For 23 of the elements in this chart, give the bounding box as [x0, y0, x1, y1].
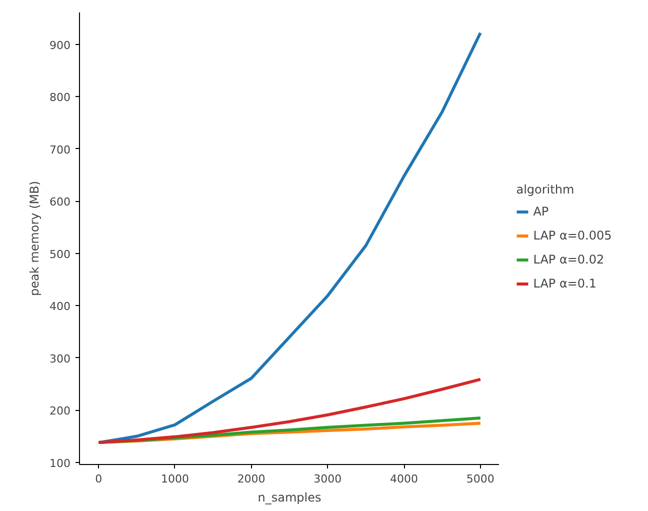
legend-label: AP [533, 204, 550, 218]
legend-title: algorithm [516, 182, 576, 196]
legend-label: LAP α=0.02 [533, 252, 604, 266]
y-tick-label: 500 [50, 248, 71, 261]
y-axis-title: peak memory (MB) [28, 180, 42, 296]
y-tick-label: 600 [50, 196, 71, 209]
x-tick-label: 3000 [314, 472, 342, 486]
x-tick-label: 2000 [237, 472, 266, 486]
x-tick-label: 1000 [160, 472, 189, 486]
x-tick-label: 0 [95, 472, 102, 486]
y-tick-label: 200 [50, 404, 71, 418]
y-tick-label: 400 [50, 300, 71, 314]
legend-label: LAP α=0.1 [533, 276, 597, 290]
x-axis-title: n_samples [258, 490, 322, 504]
y-tick-label: 300 [50, 352, 71, 366]
line-series [97, 378, 482, 444]
x-tick-label: 4000 [390, 472, 418, 486]
y-tick-label: 900 [50, 38, 71, 52]
legend-label: LAP α=0.005 [533, 228, 612, 242]
y-tick-label: 800 [50, 91, 71, 104]
y-tick-label: 100 [50, 456, 71, 470]
x-tick-label: 5000 [466, 472, 494, 486]
y-tick-label: 700 [50, 143, 71, 156]
